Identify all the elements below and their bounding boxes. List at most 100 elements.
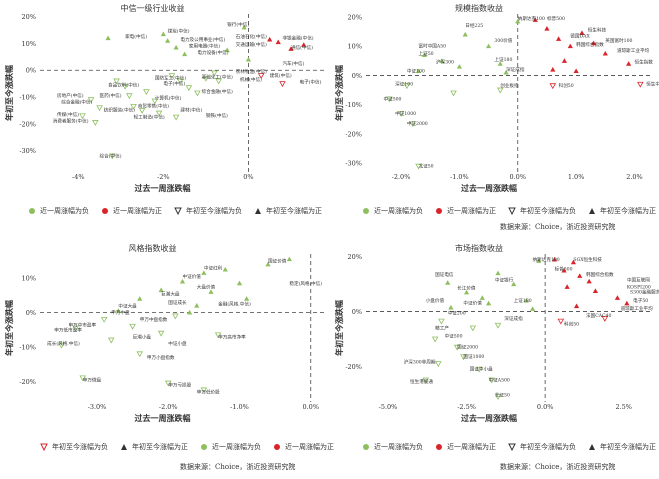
data-point	[463, 289, 470, 295]
solid-triangle-up-icon	[255, 208, 261, 214]
point-label: 申万小盘指数	[147, 354, 175, 361]
data-point	[579, 30, 585, 36]
point-label: 国证电信	[435, 271, 454, 278]
x-tick-label: -2.0%	[159, 403, 178, 411]
data-point	[72, 325, 79, 332]
data-point	[438, 318, 445, 325]
data-point	[626, 61, 632, 66]
data-point	[439, 58, 445, 63]
legend-item-ytd-up: 年初至今涨幅为正	[120, 442, 188, 452]
data-point	[241, 24, 247, 30]
y-tick-label: 20%	[348, 253, 362, 261]
y-tick-label: 10%	[22, 40, 36, 48]
chart-industry-svg: 中信一级行业收益 -30% -20% -10% 0% 10% 20% -4% -2% 0% 过去一周…	[4, 3, 325, 193]
source-note-bottom-right: 数据来源：Choice，浙近投资研究院	[500, 463, 616, 471]
point-label: 富时中国A50	[419, 43, 447, 50]
data-point	[172, 114, 180, 121]
chart-title: 市场指数收益	[455, 243, 503, 253]
data-point	[96, 105, 103, 112]
point-label: 300价值	[494, 37, 512, 44]
data-point	[87, 97, 95, 104]
data-point	[592, 288, 599, 293]
point-label: 纳斯达克100	[518, 15, 545, 22]
point-label: 农林牧渔(中信)	[236, 68, 267, 75]
data-point	[577, 273, 583, 278]
point-label: 家用电器(中信)	[189, 42, 220, 49]
data-point	[126, 93, 133, 100]
legend-label: 年初至今涨幅为正	[600, 207, 656, 215]
data-point	[494, 322, 502, 329]
data-point	[185, 85, 193, 92]
y-tick-label: 0%	[26, 67, 36, 75]
point-label: 银行(中信)	[227, 21, 249, 28]
data-point	[151, 98, 159, 105]
legend-item-ytd-up: 年初至今涨幅为正	[254, 206, 322, 216]
data-point	[173, 44, 179, 50]
chart-market-svg: 市场指数收益 -20% 0% 20% -5.0% -2.5% 0.0% 2.5% 过去一周涨跌幅…	[334, 243, 659, 423]
legend-label: 年初至今涨幅为负	[186, 207, 242, 215]
legend-item-ytd-down: 年初至今涨幅为负	[174, 206, 242, 216]
x-tick-label: -3.0%	[88, 403, 107, 411]
legend-label: 年初至今涨幅为负	[520, 443, 576, 451]
x-axis-label: 过去一周涨跌幅	[461, 183, 517, 193]
point-label: 机械(中信)	[240, 76, 262, 83]
y-tick-label: 10%	[348, 43, 362, 51]
legend-top-left: 近一周涨幅为负 近一周涨幅为正 年初至今涨幅为负 年初至今涨幅为正	[28, 204, 334, 218]
data-point	[202, 75, 210, 82]
point-label: 恒生中国企业	[646, 81, 659, 88]
solid-triangle-up-icon	[589, 208, 595, 214]
point-label: 电子(中信)	[163, 80, 185, 87]
y-tick-label: -10%	[345, 101, 362, 109]
point-label: 电子(中信)	[299, 79, 321, 86]
data-point	[614, 295, 621, 300]
solid-triangle-up-icon	[589, 444, 595, 450]
chart-style-svg: 风格指数收益 -20% -10% 0% 10% -3.0% -2.0% -1.0% 0.0% 过去…	[4, 243, 325, 423]
data-point	[591, 40, 597, 46]
point-label: 中证小盘	[168, 340, 187, 347]
data-point	[265, 261, 271, 267]
point-label: 深证100	[395, 81, 413, 88]
data-point	[497, 61, 503, 66]
point-label: 精工产	[435, 324, 449, 331]
point-label: 创业板指	[500, 82, 519, 89]
legend-label: 近一周涨幅为负	[374, 207, 423, 215]
data-point	[92, 120, 99, 126]
point-label: 国证2000	[457, 344, 478, 351]
data-point	[160, 31, 166, 37]
legend-item-week-down: 近一周涨幅为负	[28, 206, 89, 216]
data-point	[573, 68, 579, 74]
point-label: 交通运输(中信)	[236, 41, 267, 48]
data-point	[200, 387, 208, 394]
data-point	[573, 303, 580, 309]
point-label: 道琼斯工业平均	[617, 47, 650, 54]
data-point	[158, 287, 164, 293]
data-point	[549, 83, 557, 90]
point-label: 申万高市净率	[218, 333, 246, 340]
point-label: 沪深300非周期	[404, 359, 436, 366]
data-point	[529, 306, 536, 311]
y-tick-label: 0%	[26, 309, 36, 317]
chart-panel-market: 市场指数收益 -20% 0% 20% -5.0% -2.5% 0.0% 2.5% 过去一周涨跌幅…	[330, 240, 659, 435]
legend-item-ytd-up: 年初至今涨幅为正	[588, 442, 656, 452]
point-label: 深证成指	[506, 66, 525, 73]
x-tick-label: -1.0%	[230, 403, 249, 411]
red-dot-icon	[274, 444, 280, 450]
data-point	[496, 87, 504, 94]
point-label: 基础化工(中信)	[202, 73, 233, 80]
point-label: 食品饮料(中信)	[108, 81, 139, 88]
point-label: 中证100	[407, 68, 425, 75]
data-point	[448, 304, 454, 310]
point-label: 消费者服务(中信)	[53, 117, 89, 124]
legend-bottom-left: 年初至今涨幅为负 年初至今涨幅为正 近一周涨幅为负 近一周涨幅为正	[40, 440, 346, 454]
legend-item-week-down: 近一周涨幅为负	[362, 206, 423, 216]
y-tick-label: 0%	[352, 308, 362, 316]
x-tick-label: 2.0%	[626, 173, 643, 181]
point-label: 中证2000	[407, 120, 428, 127]
point-label: 煤炭(中信)	[168, 28, 190, 35]
point-label: 计算机(中信)	[155, 95, 182, 102]
legend-item-ytd-down: 年初至今涨幅为负	[40, 442, 108, 452]
point-label: 法国CAC40	[586, 312, 611, 319]
point-label: 电子50	[633, 297, 648, 304]
data-point	[168, 73, 176, 80]
green-dot-icon	[201, 444, 207, 450]
